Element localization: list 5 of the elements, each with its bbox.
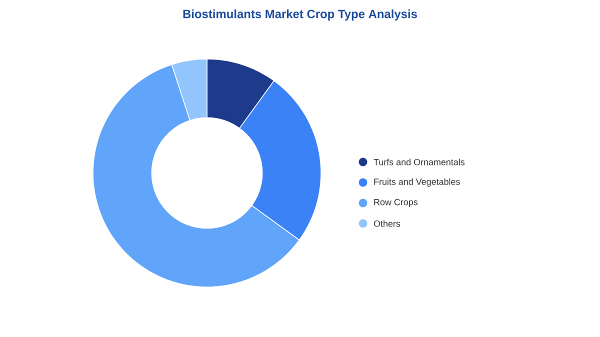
legend-label: Turfs and Ornamentals: [374, 158, 465, 166]
chart-title: Biostimulants Market Crop Type Analysis: [183, 9, 417, 21]
legend-label: Fruits and Vegetables: [374, 178, 460, 187]
legend-label: Row Crops: [374, 198, 418, 208]
legend-label: Others: [374, 220, 400, 227]
